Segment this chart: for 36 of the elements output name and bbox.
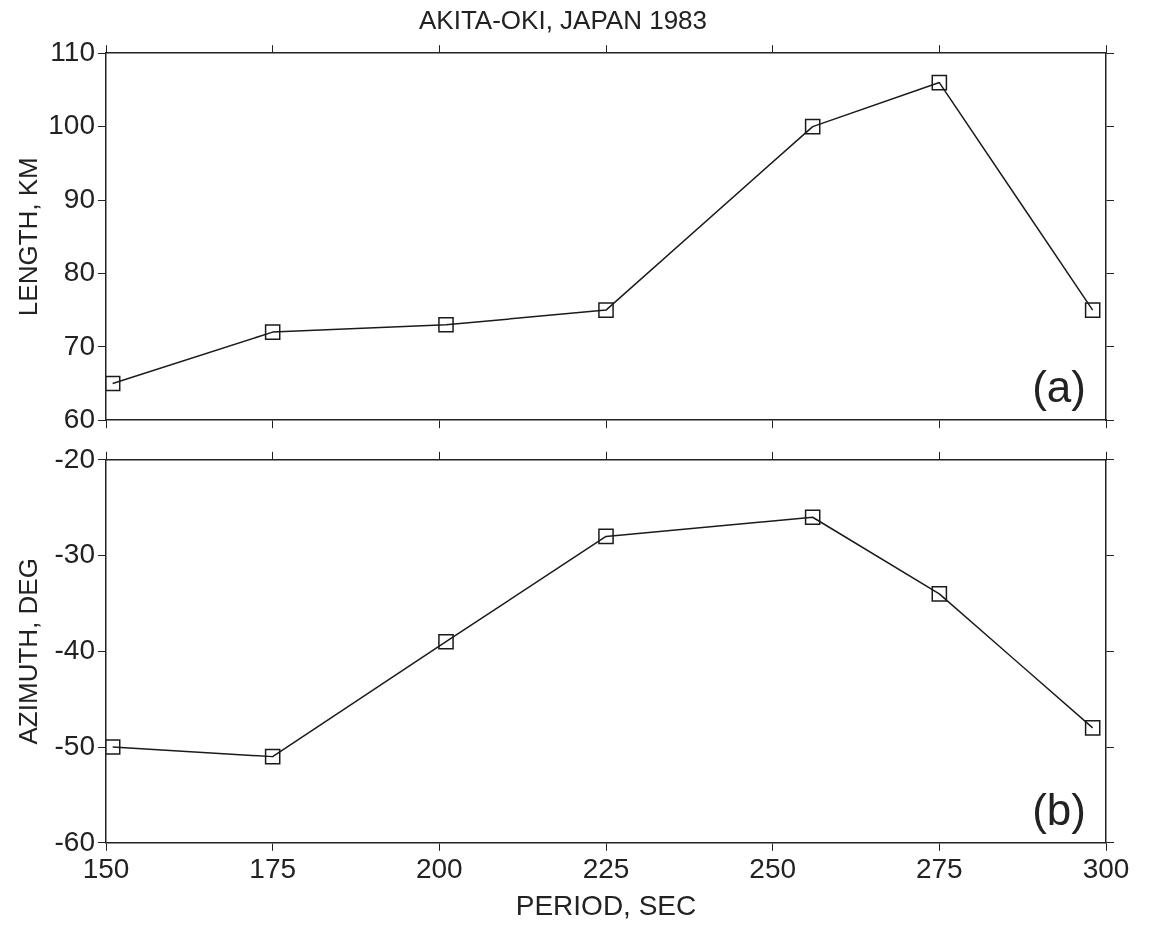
- y-tick-label: -50: [54, 729, 95, 761]
- chart-title: AKITA-OKI, JAPAN 1983: [418, 4, 708, 35]
- y-tick-label: 110: [50, 35, 95, 67]
- y-tick-label: 90: [63, 182, 95, 214]
- x-axis-title: PERIOD, SEC: [515, 889, 697, 921]
- y-tick-label: 100: [48, 109, 95, 141]
- point: [804, 509, 821, 526]
- point: [804, 118, 821, 135]
- y-tick-label: -40: [54, 634, 95, 666]
- y-axis-title: AZIMUTH, DEG: [12, 558, 43, 745]
- y-tick-label: 80: [63, 256, 95, 288]
- x-tick-label: 250: [749, 853, 797, 885]
- point: [931, 586, 948, 602]
- x-tick-label: 175: [249, 853, 297, 885]
- annotation: (b): [1032, 784, 1086, 834]
- point: [438, 633, 454, 650]
- x-tick-label: 200: [415, 853, 463, 885]
- point: [106, 739, 121, 755]
- y-tick-label: -30: [54, 538, 95, 570]
- point: [598, 302, 614, 318]
- y-tick-label: -20: [54, 442, 95, 474]
- point: [1084, 720, 1101, 736]
- x-tick-label: 300: [1082, 853, 1130, 885]
- x-tick-label: 225: [582, 853, 630, 885]
- point: [438, 316, 454, 333]
- point: [598, 528, 614, 545]
- y-tick-label: 70: [63, 329, 95, 361]
- point: [106, 375, 121, 392]
- x-tick-label: 275: [915, 853, 963, 885]
- y-axis-title: LENGTH, KM: [12, 157, 43, 317]
- point: [1084, 302, 1101, 318]
- annotation: (a): [1032, 362, 1086, 412]
- point: [931, 74, 948, 91]
- y-tick-label: 60: [63, 402, 95, 434]
- point: [264, 324, 281, 340]
- point: [264, 748, 281, 765]
